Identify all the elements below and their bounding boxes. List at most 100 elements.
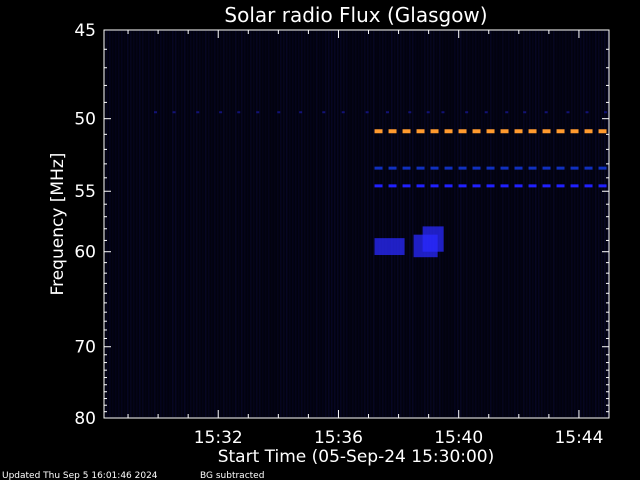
burst-patch [374, 238, 405, 256]
noise-streak [523, 31, 525, 417]
noise-streak [142, 31, 144, 417]
noise-streak [232, 31, 234, 417]
noise-streak [334, 31, 336, 417]
noise-streak [130, 31, 132, 417]
noise-dot [566, 111, 570, 114]
noise-streak [340, 31, 342, 417]
noise-streak [121, 31, 123, 417]
noise-streak [343, 31, 345, 417]
noise-streak [145, 31, 147, 417]
noise-dot [277, 111, 281, 114]
noise-streak [463, 31, 465, 417]
y-tick-label: 55 [74, 182, 96, 202]
noise-streak [553, 31, 555, 417]
noise-streak [292, 31, 294, 417]
noise-dot [408, 111, 412, 114]
noise-streak [385, 31, 387, 417]
noise-streak [301, 31, 303, 417]
noise-streak [163, 31, 165, 417]
x-tick-label: 15:36 [314, 428, 363, 448]
noise-streak [235, 31, 237, 417]
noise-streak [268, 31, 270, 417]
noise-streak [229, 31, 231, 417]
noise-streak [124, 31, 126, 417]
noise-streak [493, 31, 495, 417]
y-tick-label: 60 [74, 243, 96, 263]
noise-streak [310, 31, 312, 417]
noise-streak [439, 31, 441, 417]
noise-dot [219, 111, 223, 114]
noise-streak [394, 31, 396, 417]
noise-streak [202, 31, 204, 417]
noise-streak [598, 31, 600, 417]
noise-streak [583, 31, 585, 417]
noise-streak [367, 31, 369, 417]
noise-streak [115, 31, 117, 417]
noise-streak [550, 31, 552, 417]
noise-streak [409, 31, 411, 417]
noise-streak [364, 31, 366, 417]
noise-streak [502, 31, 504, 417]
noise-streak [568, 31, 570, 417]
noise-streak [190, 31, 192, 417]
noise-streak [214, 31, 216, 417]
noise-streak [283, 31, 285, 417]
noise-dot [172, 111, 176, 114]
noise-streak [445, 31, 447, 417]
noise-streak [526, 31, 528, 417]
noise-streak [280, 31, 282, 417]
noise-streak [220, 31, 222, 417]
noise-streak [223, 31, 225, 417]
noise-streak [238, 31, 240, 417]
noise-streak [133, 31, 135, 417]
x-axis: 15:32 15:36 15:40 15:44 [127, 30, 610, 448]
noise-streak [478, 31, 480, 417]
noise-dot [322, 111, 326, 114]
noise-streak [571, 31, 573, 417]
noise-streak [391, 31, 393, 417]
noise-streak [580, 31, 582, 417]
noise-streak [436, 31, 438, 417]
x-tick-label: 15:32 [194, 428, 243, 448]
noise-streak [349, 31, 351, 417]
noise-streak [106, 31, 108, 417]
noise-streak [295, 31, 297, 417]
noise-streak [181, 31, 183, 417]
noise-streak [325, 31, 327, 417]
chart-title: Solar radio Flux (Glasgow) [224, 3, 487, 27]
noise-streak [382, 31, 384, 417]
noise-streak [511, 31, 513, 417]
noise-streak [148, 31, 150, 417]
noise-dot [603, 111, 607, 114]
noise-streak [517, 31, 519, 417]
noise-streak [520, 31, 522, 417]
noise-streak [211, 31, 213, 417]
noise-streak [298, 31, 300, 417]
noise-streak [574, 31, 576, 417]
noise-streak [601, 31, 603, 417]
noise-streak [217, 31, 219, 417]
noise-streak [529, 31, 531, 417]
background-noise [106, 31, 609, 417]
noise-streak [253, 31, 255, 417]
noise-streak [184, 31, 186, 417]
noise-dot [256, 111, 260, 114]
noise-streak [421, 31, 423, 417]
noise-streak [607, 31, 609, 417]
noise-streak [457, 31, 459, 417]
noise-streak [118, 31, 120, 417]
noise-streak [388, 31, 390, 417]
noise-streak [487, 31, 489, 417]
noise-dot [365, 111, 369, 114]
noise-dot [341, 111, 345, 114]
noise-streak [322, 31, 324, 417]
noise-streak [139, 31, 141, 417]
noise-streak [205, 31, 207, 417]
noise-streak [244, 31, 246, 417]
noise-streak [289, 31, 291, 417]
noise-streak [427, 31, 429, 417]
bg-subtracted-note: BG subtracted [200, 471, 264, 480]
noise-streak [316, 31, 318, 417]
noise-streak [169, 31, 171, 417]
noise-streak [274, 31, 276, 417]
